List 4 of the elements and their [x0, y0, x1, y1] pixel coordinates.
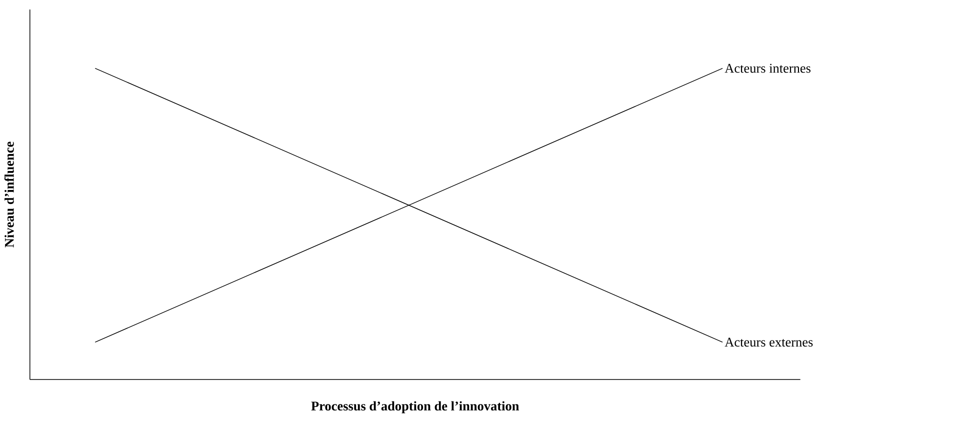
y-axis-title: Niveau d’influence — [4, 142, 14, 248]
series-label: Acteurs internes — [724, 64, 810, 73]
series-label: Acteurs externes — [724, 338, 813, 347]
x-axis-title: Processus d’adoption de l’innovation — [311, 401, 520, 414]
